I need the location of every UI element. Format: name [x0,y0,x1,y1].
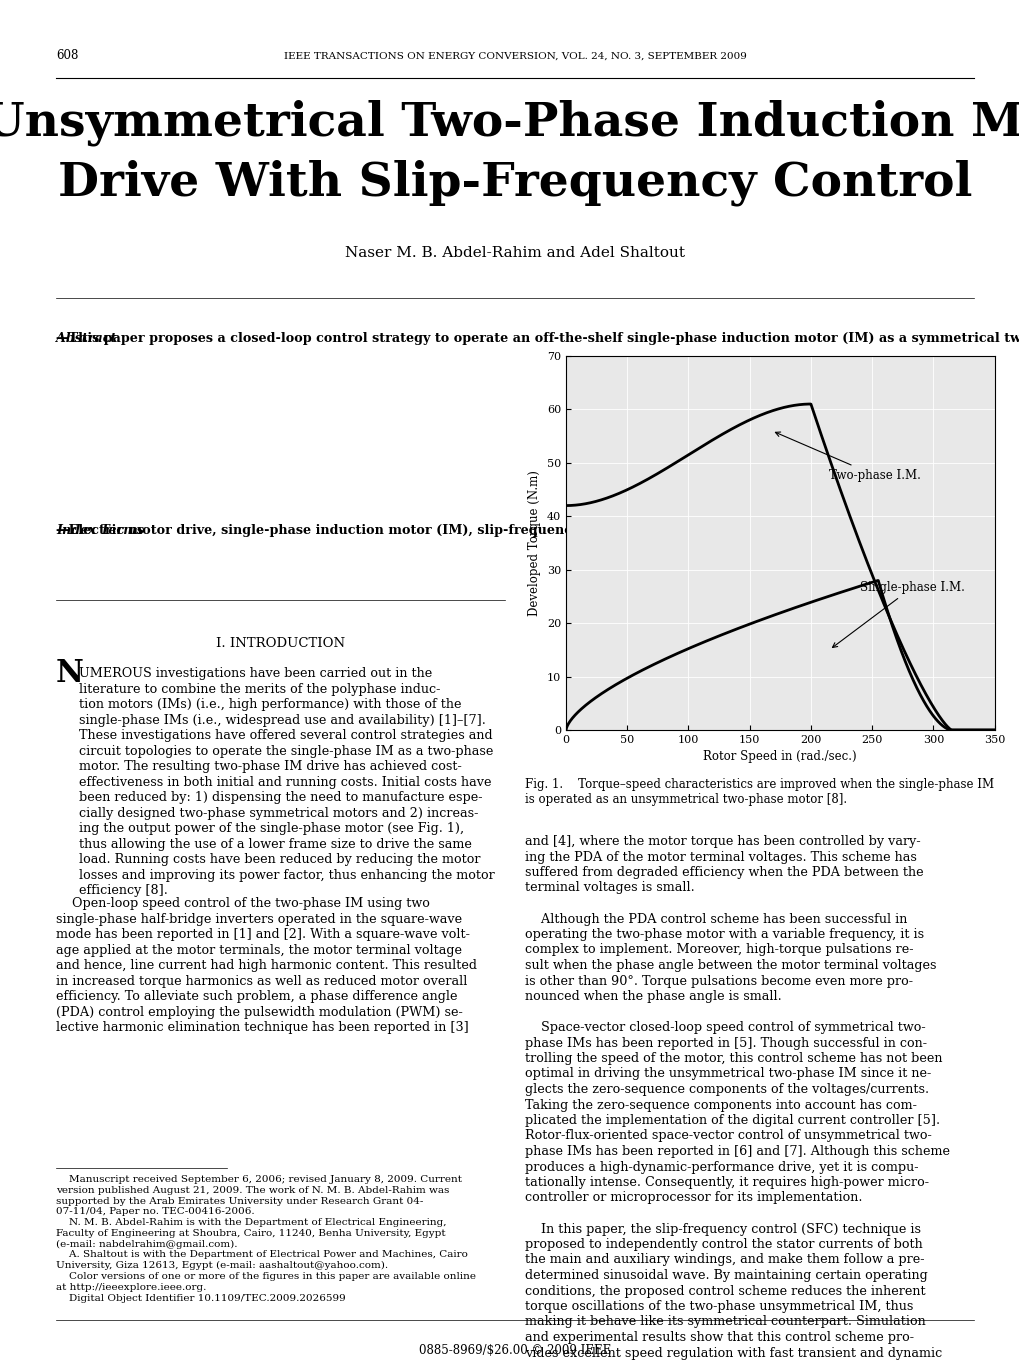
Text: Abstract: Abstract [56,332,116,345]
Text: IEEE TRANSACTIONS ON ENERGY CONVERSION, VOL. 24, NO. 3, SEPTEMBER 2009: IEEE TRANSACTIONS ON ENERGY CONVERSION, … [283,52,746,60]
Text: and [4], where the motor torque has been controlled by vary-
ing the PDA of the : and [4], where the motor torque has been… [525,835,950,1360]
Text: Drive With Slip-Frequency Control: Drive With Slip-Frequency Control [58,159,971,205]
Text: Two-phase I.M.: Two-phase I.M. [774,432,920,481]
Text: Single-phase I.M.: Single-phase I.M. [832,581,964,647]
Text: UMEROUS investigations have been carried out in the
literature to combine the me: UMEROUS investigations have been carried… [79,666,494,898]
Text: —Electric motor drive, single-phase induction motor (IM), slip-frequency control: —Electric motor drive, single-phase indu… [56,524,901,537]
Text: Manuscript received September 6, 2006; revised January 8, 2009. Current
version : Manuscript received September 6, 2006; r… [56,1175,476,1303]
Text: Open-loop speed control of the two-phase IM using two
single-phase half-bridge i: Open-loop speed control of the two-phase… [56,898,477,1034]
Text: 0885-8969/$26.00 © 2009 IEEE: 0885-8969/$26.00 © 2009 IEEE [419,1344,610,1357]
Text: Index Terms: Index Terms [56,524,144,537]
Text: N: N [56,658,84,690]
X-axis label: Rotor Speed in (rad./sec.): Rotor Speed in (rad./sec.) [703,751,856,763]
Text: 608: 608 [56,49,78,63]
Text: Fig. 1.    Torque–speed characteristics are improved when the single-phase IM
is: Fig. 1. Torque–speed characteristics are… [525,778,994,806]
Text: I. INTRODUCTION: I. INTRODUCTION [216,636,344,650]
Text: —This paper proposes a closed-loop control strategy to operate an off-the-shelf : —This paper proposes a closed-loop contr… [56,332,1019,345]
Text: Naser M. B. Abdel-Rahim and Adel Shaltout: Naser M. B. Abdel-Rahim and Adel Shaltou… [344,246,685,260]
Text: An Unsymmetrical Two-Phase Induction Motor: An Unsymmetrical Two-Phase Induction Mot… [0,99,1019,146]
Y-axis label: Developed Torque (N.m): Developed Torque (N.m) [528,471,541,616]
